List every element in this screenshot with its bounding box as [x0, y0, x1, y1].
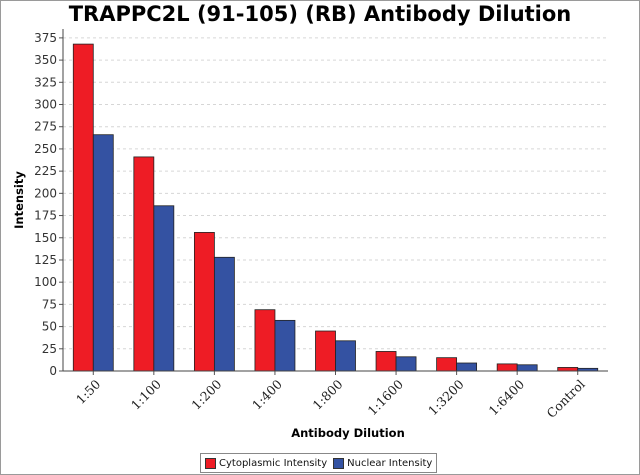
bar-nuclear [456, 362, 478, 372]
bar-nuclear [92, 134, 114, 372]
y-tick-label: 125 [34, 253, 57, 267]
bar-cytoplasmic [557, 367, 579, 372]
y-tick-label: 175 [34, 209, 57, 223]
y-tick-label: 50 [42, 320, 57, 334]
x-axis-title: Antibody Dilution [291, 426, 405, 440]
chart-title: TRAPPC2L (91-105) (RB) Antibody Dilution [68, 2, 572, 26]
legend-item-nuclear: Nuclear Intensity [333, 457, 433, 469]
bar-cytoplasmic [315, 330, 336, 372]
bar-cytoplasmic [72, 43, 94, 372]
x-tick-label: 1:800 [310, 376, 346, 412]
y-tick-label: 225 [34, 164, 57, 178]
bar-nuclear [153, 205, 175, 372]
x-tick-label: 1:400 [249, 376, 285, 412]
y-tick-label: 300 [34, 98, 57, 112]
bar-cytoplasmic [254, 309, 276, 372]
y-tick-label: 275 [34, 120, 57, 134]
y-tick-label: 375 [34, 31, 57, 45]
y-tick-label: 200 [34, 186, 57, 200]
legend-swatch-nuclear [333, 457, 345, 469]
x-tick-label: 1:50 [73, 376, 103, 406]
axes [59, 29, 608, 375]
legend: Cytoplasmic Intensity Nuclear Intensity [200, 453, 438, 473]
bars [72, 43, 599, 372]
bar-cytoplasmic [193, 232, 215, 372]
legend-swatch-cytoplasmic [205, 457, 216, 469]
y-tick-label: 25 [42, 342, 57, 356]
x-tick-label: 1:6400 [486, 376, 528, 418]
y-axis-title: Intensity [12, 171, 26, 229]
x-tick-label: 1:100 [128, 376, 164, 412]
y-tick-label: 75 [42, 297, 57, 311]
tick-labels: 0 25 50 75 100 125 150 175 200 225 250 275 300 325 350… [34, 31, 588, 421]
bar-nuclear [274, 319, 296, 372]
bar-cytoplasmic [436, 357, 458, 372]
bar-nuclear [213, 256, 235, 372]
bar-nuclear [395, 356, 417, 372]
x-tick-label: 1:1600 [364, 376, 406, 418]
legend-label-nuclear: Nuclear Intensity [347, 457, 433, 469]
bar-cytoplasmic [375, 351, 397, 372]
y-tick-label: 350 [34, 53, 57, 67]
bar-nuclear [516, 364, 538, 372]
bar-nuclear [335, 340, 356, 372]
legend-item-cytoplasmic: Cytoplasmic Intensity [205, 457, 328, 469]
y-tick-label: 0 [49, 364, 57, 378]
bar-cytoplasmic [496, 363, 518, 372]
x-tick-label: 1:3200 [425, 376, 467, 418]
x-tick-label: Control [544, 377, 588, 421]
y-tick-label: 150 [34, 231, 57, 245]
legend-label-cytoplasmic: Cytoplasmic Intensity [219, 457, 328, 469]
bar-cytoplasmic [133, 156, 155, 372]
y-tick-label: 100 [34, 275, 57, 289]
x-tick-label: 1:200 [188, 376, 224, 412]
y-tick-label: 325 [34, 75, 57, 89]
y-tick-label: 250 [34, 142, 57, 156]
